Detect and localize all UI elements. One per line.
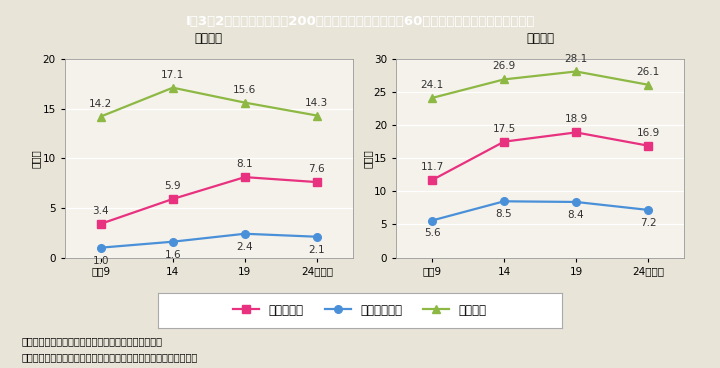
Text: 17.1: 17.1	[161, 70, 184, 80]
Text: 8.4: 8.4	[567, 210, 585, 220]
Text: 1.6: 1.6	[164, 250, 181, 260]
Text: ＜女性＞: ＜女性＞	[195, 32, 222, 45]
Text: （備考）１．総務省「就業構造基本調査」より作成。: （備考）１．総務省「就業構造基本調査」より作成。	[22, 336, 163, 347]
Text: 26.9: 26.9	[492, 61, 516, 71]
Y-axis label: （％）: （％）	[362, 149, 372, 167]
Text: ＜男性＞: ＜男性＞	[526, 32, 554, 45]
Text: 11.7: 11.7	[420, 162, 444, 172]
Text: ２．割合は，就業時間が不詳の者を除いて算出している。: ２．割合は，就業時間が不詳の者を除いて算出している。	[22, 352, 198, 362]
Text: 15.6: 15.6	[233, 85, 256, 95]
Text: 16.9: 16.9	[636, 128, 660, 138]
Text: 14.2: 14.2	[89, 99, 112, 109]
Legend: 正規の職員, 非正規の職員, 自営業主: 正規の職員, 非正規の職員, 自営業主	[228, 299, 492, 321]
Text: 2.1: 2.1	[308, 245, 325, 255]
Text: 5.9: 5.9	[164, 181, 181, 191]
Text: 17.5: 17.5	[492, 124, 516, 134]
Text: 7.6: 7.6	[308, 164, 325, 174]
Text: 28.1: 28.1	[564, 53, 588, 64]
Text: 7.2: 7.2	[639, 218, 657, 228]
Text: 3.4: 3.4	[92, 206, 109, 216]
Text: 26.1: 26.1	[636, 67, 660, 77]
Text: 1.0: 1.0	[93, 256, 109, 266]
Text: 8.1: 8.1	[236, 159, 253, 169]
Text: 8.5: 8.5	[495, 209, 513, 219]
Text: 14.3: 14.3	[305, 98, 328, 107]
Y-axis label: （％）: （％）	[31, 149, 41, 167]
Text: 24.1: 24.1	[420, 80, 444, 90]
Text: I－3－2図　年間就業日数200日以上かつ週間就業時間60時間以上の就業者の割合の推移: I－3－2図 年間就業日数200日以上かつ週間就業時間60時間以上の就業者の割合…	[185, 15, 535, 28]
Text: 18.9: 18.9	[564, 114, 588, 124]
Text: 2.4: 2.4	[236, 242, 253, 252]
Text: 5.6: 5.6	[423, 229, 441, 238]
